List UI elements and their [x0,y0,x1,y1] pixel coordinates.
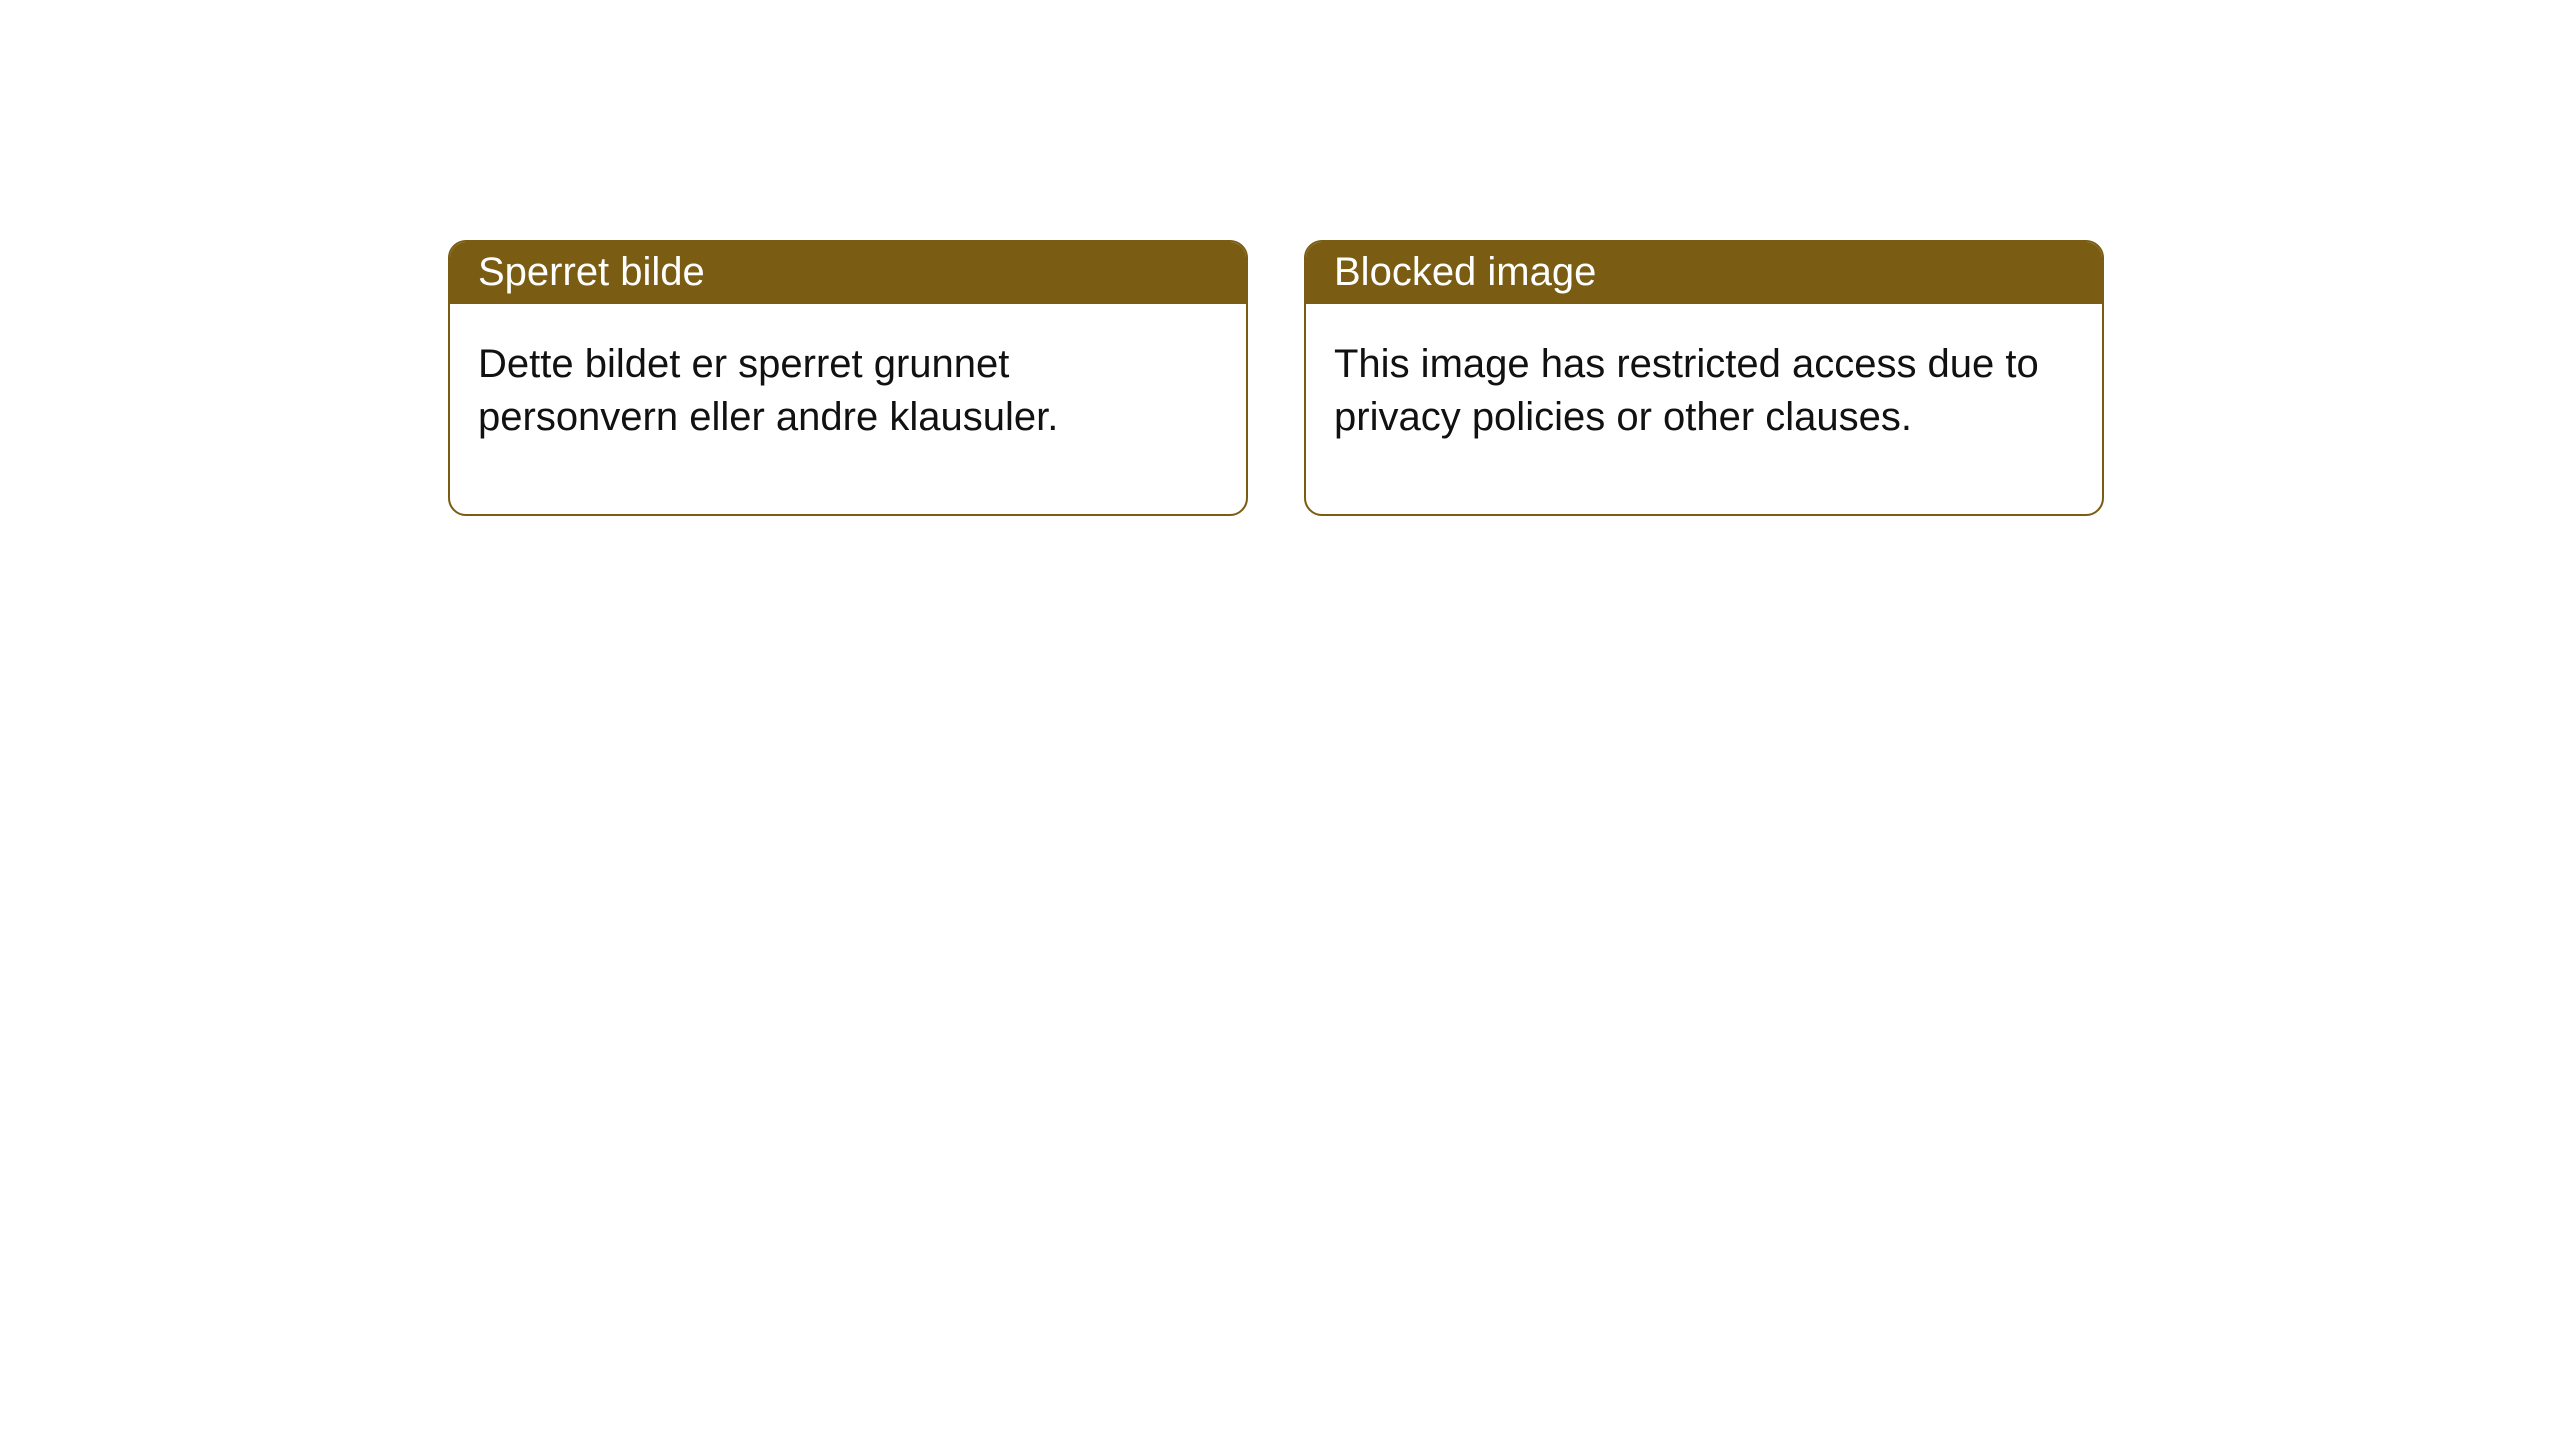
notice-card-body: Dette bildet er sperret grunnet personve… [450,304,1246,514]
notice-card-row: Sperret bilde Dette bildet er sperret gr… [0,0,2560,516]
notice-card-english: Blocked image This image has restricted … [1304,240,2104,516]
notice-card-title: Sperret bilde [450,242,1246,304]
notice-card-title: Blocked image [1306,242,2102,304]
notice-card-norwegian: Sperret bilde Dette bildet er sperret gr… [448,240,1248,516]
notice-card-body: This image has restricted access due to … [1306,304,2102,514]
